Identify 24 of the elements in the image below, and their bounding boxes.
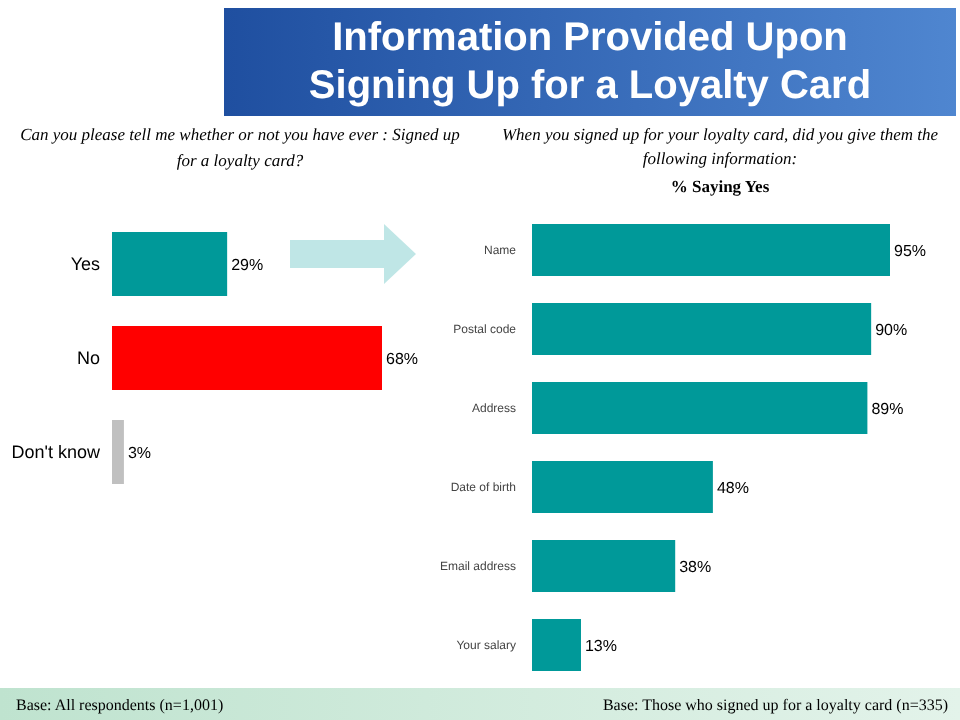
bar: [532, 461, 713, 513]
data-label: 95%: [894, 241, 927, 260]
chart-subtitle: % Saying Yes: [670, 176, 771, 196]
chart-title: When you signed up for your loyalty card, did you give them the following information:: [501, 124, 939, 168]
text: Base: Those who signed up for a loyalty card (n=335): [602, 696, 949, 714]
bar: [532, 382, 868, 434]
data-label: 38%: [679, 557, 712, 576]
data-label: 3%: [127, 443, 152, 462]
data-label: 13%: [584, 636, 618, 655]
chart-subtitle: Can you please tell me whether or not you have ever : Signed up for a loyalty card?: [20, 124, 460, 170]
bar: [532, 224, 890, 276]
bar: [532, 540, 676, 592]
data-label: 29%: [231, 255, 264, 274]
y-tick-label: Don't know: [11, 442, 101, 463]
y-tick-label: Yes: [70, 254, 101, 275]
text: Information Provided Upon Signing Up for a Loyalty Card: [308, 16, 872, 108]
data-label: 89%: [871, 399, 904, 418]
data-label: 48%: [716, 478, 749, 497]
text: Base: All respondents (n=1,001): [16, 696, 224, 714]
data-label: 90%: [875, 320, 908, 339]
y-tick-label: No: [76, 348, 100, 369]
bar: [532, 303, 872, 355]
data-label: 68%: [386, 349, 419, 368]
bar: [532, 619, 581, 671]
